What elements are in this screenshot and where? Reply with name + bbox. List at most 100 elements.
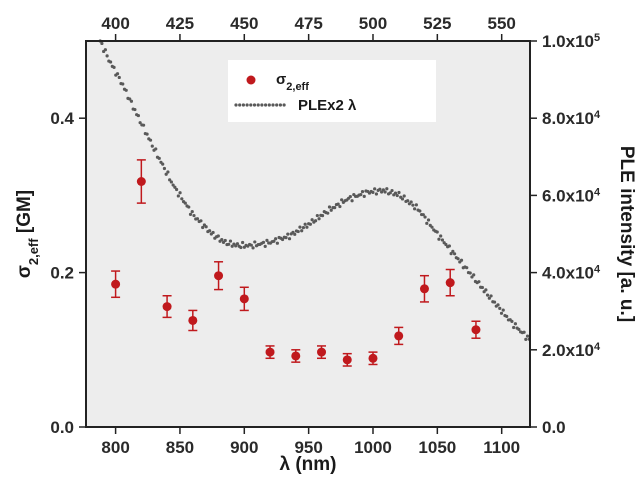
sigma-point xyxy=(445,278,455,288)
ple-point xyxy=(286,232,290,236)
ple-point xyxy=(373,187,377,191)
ple-point xyxy=(336,202,340,206)
ple-point xyxy=(440,238,445,242)
sigma-point xyxy=(419,284,429,294)
ple-point xyxy=(300,229,304,233)
sigma-point xyxy=(471,325,481,335)
right-tick-label: 4.0x104 xyxy=(542,264,601,283)
ple-point xyxy=(141,123,146,127)
ple-point xyxy=(124,88,128,92)
ple-point xyxy=(340,198,344,202)
ple-point xyxy=(468,271,472,275)
ple-point xyxy=(414,203,418,207)
ple-point xyxy=(166,170,170,174)
ple-point xyxy=(525,334,530,338)
ple-point xyxy=(390,188,394,193)
right-tick-label: 8.0x104 xyxy=(542,109,601,128)
ple-point xyxy=(383,190,387,194)
sigma-point xyxy=(162,302,172,312)
x-tick-label: 1050 xyxy=(418,438,456,457)
ple-point xyxy=(512,325,516,330)
ple-point xyxy=(103,48,107,52)
ple-point xyxy=(513,322,517,326)
ple-point xyxy=(201,225,205,230)
ple-point xyxy=(359,193,363,197)
ple-point xyxy=(162,166,167,171)
ple-point xyxy=(430,225,434,229)
left-axis-label: σ2,eff [GM] xyxy=(14,190,41,278)
ple-point xyxy=(157,156,161,160)
legend-ple-dot xyxy=(238,103,242,107)
ple-point xyxy=(199,219,203,223)
ple-point xyxy=(501,308,505,312)
x-tick-label: 1000 xyxy=(354,438,392,457)
x-axis-label: λ (nm) xyxy=(280,454,337,475)
ple-point xyxy=(395,193,399,198)
right-tick-label: 6.0x104 xyxy=(542,186,601,205)
ple-point xyxy=(402,194,406,198)
top-tick-label: 525 xyxy=(423,14,451,33)
ple-point xyxy=(435,230,439,234)
right-tick-label: 1.0x105 xyxy=(542,32,600,51)
ple-point xyxy=(397,190,401,195)
legend-ple-dot xyxy=(264,103,268,107)
ple-point xyxy=(230,244,234,248)
ple-point xyxy=(176,194,180,198)
ple-point xyxy=(223,238,227,243)
ple-point xyxy=(298,225,302,229)
legend-ple-dot xyxy=(282,103,286,107)
legend-ple-dot xyxy=(252,103,257,107)
ple-point xyxy=(360,189,365,194)
ple-point xyxy=(374,192,379,196)
right-tick-label: 0.0 xyxy=(542,418,566,437)
axes: 800 850 900 950 1000 1050 1100 400 425 450 475 500 5… xyxy=(50,14,601,457)
ple-point xyxy=(145,132,149,136)
ple-point xyxy=(190,210,194,214)
ple-point xyxy=(489,294,493,298)
sigma-point xyxy=(265,347,275,357)
ple-point xyxy=(303,222,307,226)
ple-point xyxy=(485,293,490,297)
ple-point xyxy=(148,138,153,142)
ple-point xyxy=(333,205,337,210)
left-tick-label: 0.2 xyxy=(50,264,74,283)
ple-point xyxy=(308,222,312,226)
ple-point xyxy=(510,319,514,323)
ple-point xyxy=(348,195,352,199)
ple-point xyxy=(329,208,333,212)
ple-point xyxy=(138,121,142,125)
legend-ple-dot xyxy=(271,103,275,107)
ple-point xyxy=(320,214,325,218)
sigma-point xyxy=(188,315,198,325)
ple-point xyxy=(381,188,385,192)
top-tick-label: 450 xyxy=(230,14,258,33)
ple-point xyxy=(293,232,297,236)
ple-point xyxy=(178,191,182,195)
ple-point xyxy=(338,204,342,209)
ple-point xyxy=(274,237,278,241)
ple-point xyxy=(439,234,443,238)
ple-point xyxy=(313,219,318,223)
ple-point xyxy=(362,194,366,198)
ple-point xyxy=(522,330,526,334)
ple-point xyxy=(350,199,354,203)
ple-point xyxy=(296,229,300,234)
ple-point xyxy=(426,218,431,222)
ple-point xyxy=(128,97,132,101)
ple-point xyxy=(133,107,137,112)
ple-point xyxy=(251,246,255,250)
ple-point xyxy=(117,75,121,80)
ple-point xyxy=(484,288,488,292)
ple-point xyxy=(301,226,306,230)
ple-point xyxy=(188,212,193,216)
ple-point xyxy=(235,242,240,246)
ple-point xyxy=(168,178,172,182)
left-tick-label: 0.0 xyxy=(50,418,74,437)
top-tick-label: 550 xyxy=(487,14,515,33)
legend-box xyxy=(228,60,436,122)
ple-point xyxy=(287,237,292,241)
sigma-series xyxy=(111,159,481,367)
ple-point xyxy=(310,218,314,222)
sigma-point xyxy=(136,177,146,187)
